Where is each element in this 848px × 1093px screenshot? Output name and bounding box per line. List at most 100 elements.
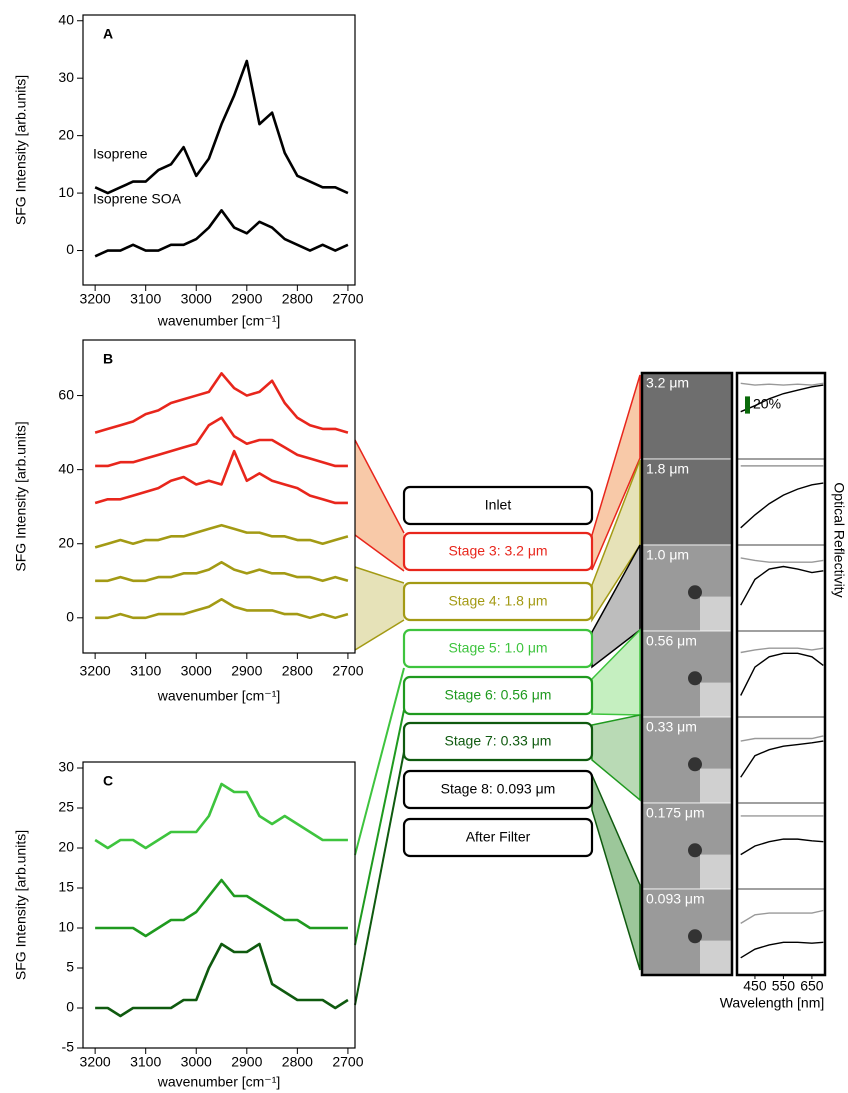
spectrum-line [95,878,348,938]
stage-label: Stage 5: 1.0 μm [448,640,547,656]
spectrum-line [95,942,349,1018]
inset [700,596,732,631]
y-tick-label: 10 [58,184,74,200]
x-tick-label: 550 [772,978,796,994]
x-tick-label: 3100 [130,1054,161,1070]
x-tick-label: 3200 [80,1054,111,1070]
stage-box [402,721,594,762]
reflectivity-line [740,838,824,856]
stage-label: Inlet [485,497,512,513]
particle [688,671,702,686]
stage-box [402,628,594,669]
annotation: Isoprene SOA [93,191,182,207]
annotation: Isoprene [93,146,148,162]
connector [354,534,405,572]
y-tick-label: 20 [58,126,74,142]
x-tick-label: 2700 [332,663,363,679]
particle [688,929,702,944]
y-axis-label: SFG Intensity [arb.units] [13,421,29,571]
x-tick-label: 3000 [181,291,212,307]
stage-label: Stage 3: 3.2 μm [448,543,547,559]
reflectivity-line [740,565,824,606]
spectrum-line [94,782,348,850]
micrograph-label: 0.175 μm [646,805,705,821]
y-axis-label: Optical Reflectivity [831,482,847,597]
spectrum-line [94,449,348,505]
y-tick-label: 30 [58,69,74,85]
spectrum-line [95,597,349,620]
micrograph-label: 0.56 μm [646,633,697,649]
y-tick-label: 10 [58,919,74,935]
stage-label: Stage 6: 0.56 μm [445,687,552,703]
micrograph [641,458,733,546]
inset [700,854,732,889]
x-axis-label: Wavelength [nm] [720,995,825,1011]
reflectivity-line [740,384,824,413]
stage-label: Stage 8: 0.093 μm [441,781,556,797]
y-tick-label: 30 [58,759,74,775]
funnel [355,440,404,571]
panel-label: A [103,26,113,42]
x-tick-label: 3200 [80,663,111,679]
reflectivity-line [740,382,824,386]
reflectivity-line [740,909,824,924]
y-tick-label: 0 [66,999,74,1015]
micrograph-label: 0.093 μm [646,891,705,907]
y-tick-label: 40 [58,11,74,27]
x-tick-label: 2800 [282,1054,313,1070]
y-tick-label: 20 [58,534,74,550]
x-tick-label: 2900 [231,1054,262,1070]
particle [688,585,702,600]
x-tick-label: 3000 [181,1054,212,1070]
scale-bar-label: 20% [753,396,781,412]
x-tick-label: 2700 [332,1054,363,1070]
x-tick-label: 2900 [231,291,262,307]
y-tick-label: 20 [58,839,74,855]
inset [700,940,732,975]
x-tick-label: 2800 [282,663,313,679]
stage-box [402,817,594,858]
x-tick-label: 3200 [80,291,111,307]
stage-box [402,531,594,572]
x-axis-label: wavenumber [cm⁻¹] [157,688,281,704]
y-tick-label: 0 [66,609,74,625]
connector [354,667,405,856]
stage-box [402,485,594,526]
stage-label: After Filter [466,829,531,845]
spectrum-line [94,523,349,549]
plot-frame [82,339,356,654]
funnel [591,714,641,802]
y-tick-label: 0 [66,241,74,257]
plot-frame [82,761,356,1049]
inset [700,682,732,717]
y-axis-label: SFG Intensity [arb.units] [13,75,29,225]
x-tick-label: 450 [743,978,767,994]
x-axis-label: wavenumber [cm⁻¹] [157,1074,281,1090]
reflectivity-line [740,735,824,742]
x-tick-label: 3100 [130,663,161,679]
x-tick-label: 2900 [231,663,262,679]
connector [354,709,405,946]
reflectivity-line [740,740,824,778]
x-tick-label: 2700 [332,291,363,307]
reflectivity-line [740,941,824,959]
reflectivity-line [740,652,824,696]
y-axis-label: SFG Intensity [arb.units] [13,830,29,980]
stage-box [402,769,594,810]
stage-label: Stage 7: 0.33 μm [445,733,552,749]
x-tick-label: 3100 [130,291,161,307]
stage-box [402,675,594,716]
particle [688,757,702,772]
x-axis-label: wavenumber [cm⁻¹] [157,313,281,329]
spectrum-line [95,416,348,468]
funnel [591,774,641,971]
plot-frame [82,14,356,286]
x-tick-label: 3000 [181,663,212,679]
stage-label: Stage 4: 1.8 μm [448,593,547,609]
spectrum-line [94,372,349,434]
x-tick-label: 2800 [282,291,313,307]
panel-label: C [103,773,113,789]
micrograph-label: 1.8 μm [646,461,689,477]
